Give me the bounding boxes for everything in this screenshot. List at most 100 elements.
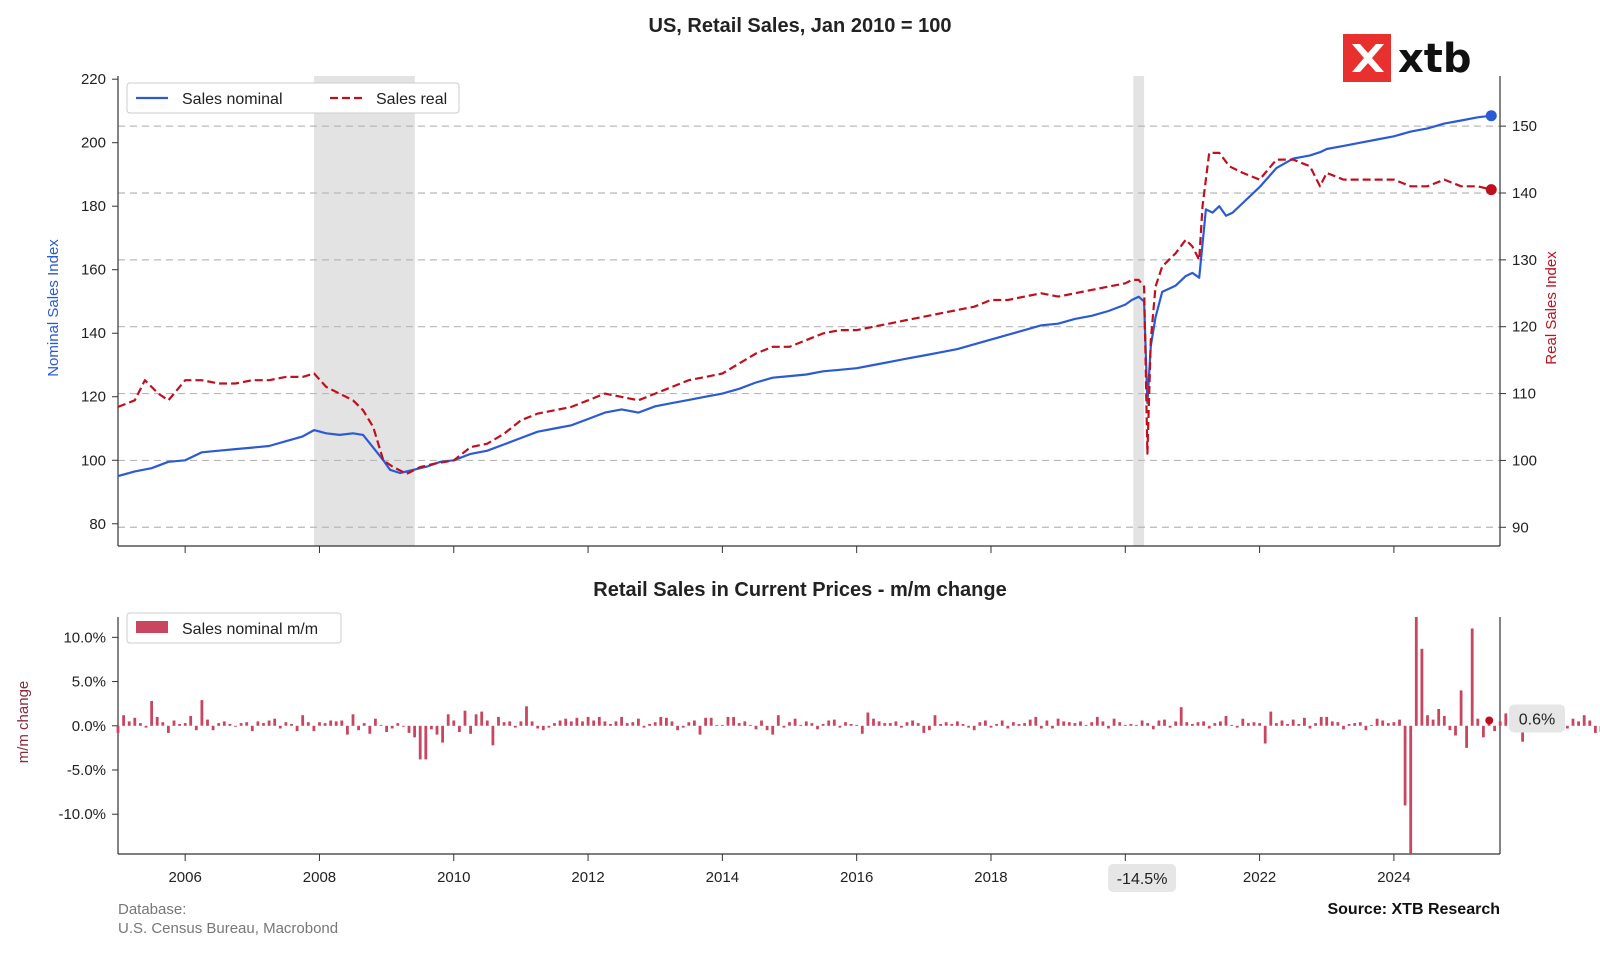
bar [872, 718, 875, 726]
bar [676, 725, 679, 731]
bar [989, 725, 993, 728]
bar [167, 725, 170, 733]
footer-database-value: U.S. Census Bureau, Macrobond [118, 920, 338, 937]
bar [687, 722, 691, 726]
bottom-y-tick-label: 10.0% [63, 629, 106, 646]
bar [659, 716, 663, 726]
bar [1090, 722, 1094, 726]
bar [1263, 725, 1267, 744]
bar [776, 715, 780, 726]
bar [564, 718, 568, 726]
bar [424, 725, 428, 760]
bar [116, 725, 120, 733]
series-nominal-end-marker [1485, 110, 1497, 122]
bar [1330, 721, 1334, 726]
bar [620, 716, 623, 726]
bar [161, 722, 165, 726]
bar [1375, 718, 1379, 726]
bar [1364, 725, 1368, 731]
bar [665, 717, 668, 726]
bar [1028, 719, 1032, 726]
bar [737, 723, 741, 726]
bar [547, 725, 551, 728]
xtb-logo-x-icon [1352, 44, 1384, 72]
bar [984, 720, 987, 726]
bar [463, 710, 467, 726]
top-legend: Sales nominal Sales real [126, 82, 460, 114]
bottom-callouts: -14.5% 0.6% [1108, 704, 1565, 892]
bar [312, 725, 316, 732]
bar [1303, 717, 1306, 726]
left-tick-label: 200 [81, 135, 106, 152]
bar [827, 720, 831, 726]
x-tick-label: 2016 [840, 869, 873, 886]
bar [1151, 725, 1155, 730]
bar [1286, 724, 1289, 726]
bar [1470, 628, 1474, 726]
bar [1459, 690, 1463, 726]
bar [911, 720, 914, 726]
left-tick-label: 160 [81, 262, 106, 279]
bar [950, 724, 954, 726]
bar [816, 725, 819, 730]
xtb-logo: xtb [1343, 34, 1472, 82]
bar [502, 722, 506, 726]
bar [1476, 718, 1480, 726]
bar [1493, 725, 1496, 732]
bar [278, 725, 282, 729]
bar [217, 723, 221, 726]
left-tick-label: 220 [81, 71, 106, 88]
right-axis-label: Real Sales Index [1543, 251, 1560, 365]
bar [1582, 715, 1586, 726]
bar [194, 725, 198, 731]
bar [1588, 720, 1592, 726]
bar [446, 714, 450, 726]
bar [318, 722, 321, 726]
bar [1358, 722, 1362, 726]
bar [323, 723, 327, 726]
bar [900, 725, 903, 728]
bar [844, 722, 847, 726]
bar [1275, 723, 1278, 726]
bar [1386, 723, 1390, 726]
bar [625, 723, 629, 726]
bar [1191, 724, 1194, 726]
bar [284, 722, 288, 726]
bar [1448, 725, 1452, 731]
bar [127, 721, 131, 726]
bar [866, 712, 870, 726]
bar [390, 725, 394, 729]
bar [1594, 725, 1597, 733]
bar [1437, 709, 1441, 726]
bar [1079, 721, 1082, 726]
bar [1146, 723, 1150, 726]
x-tick-label: 2012 [571, 869, 604, 886]
x-tick-label: 2018 [974, 869, 1007, 886]
bar [1196, 722, 1200, 726]
bar [1213, 723, 1217, 726]
bar [765, 725, 769, 731]
left-tick-label: 120 [81, 389, 106, 406]
bar [452, 720, 456, 726]
right-tick-label: 90 [1512, 519, 1529, 536]
bar [877, 721, 881, 726]
bottom-legend: Sales nominal m/m [126, 612, 342, 644]
bar [1420, 648, 1424, 726]
bar [435, 725, 439, 735]
bottom-chart-title: Retail Sales in Current Prices - m/m cha… [593, 579, 1006, 601]
bar [1409, 725, 1413, 854]
bar [1101, 721, 1105, 726]
recession-band [314, 76, 415, 546]
bar [480, 711, 484, 726]
right-tick-label: 110 [1512, 386, 1536, 403]
bar [603, 721, 607, 726]
bar [1426, 715, 1429, 726]
bar [1067, 722, 1071, 726]
bar [1336, 722, 1340, 726]
bar [771, 725, 775, 735]
bar [1224, 716, 1228, 726]
bar [732, 716, 735, 726]
bar [1504, 713, 1508, 726]
bar [267, 720, 271, 726]
bar [340, 720, 344, 726]
